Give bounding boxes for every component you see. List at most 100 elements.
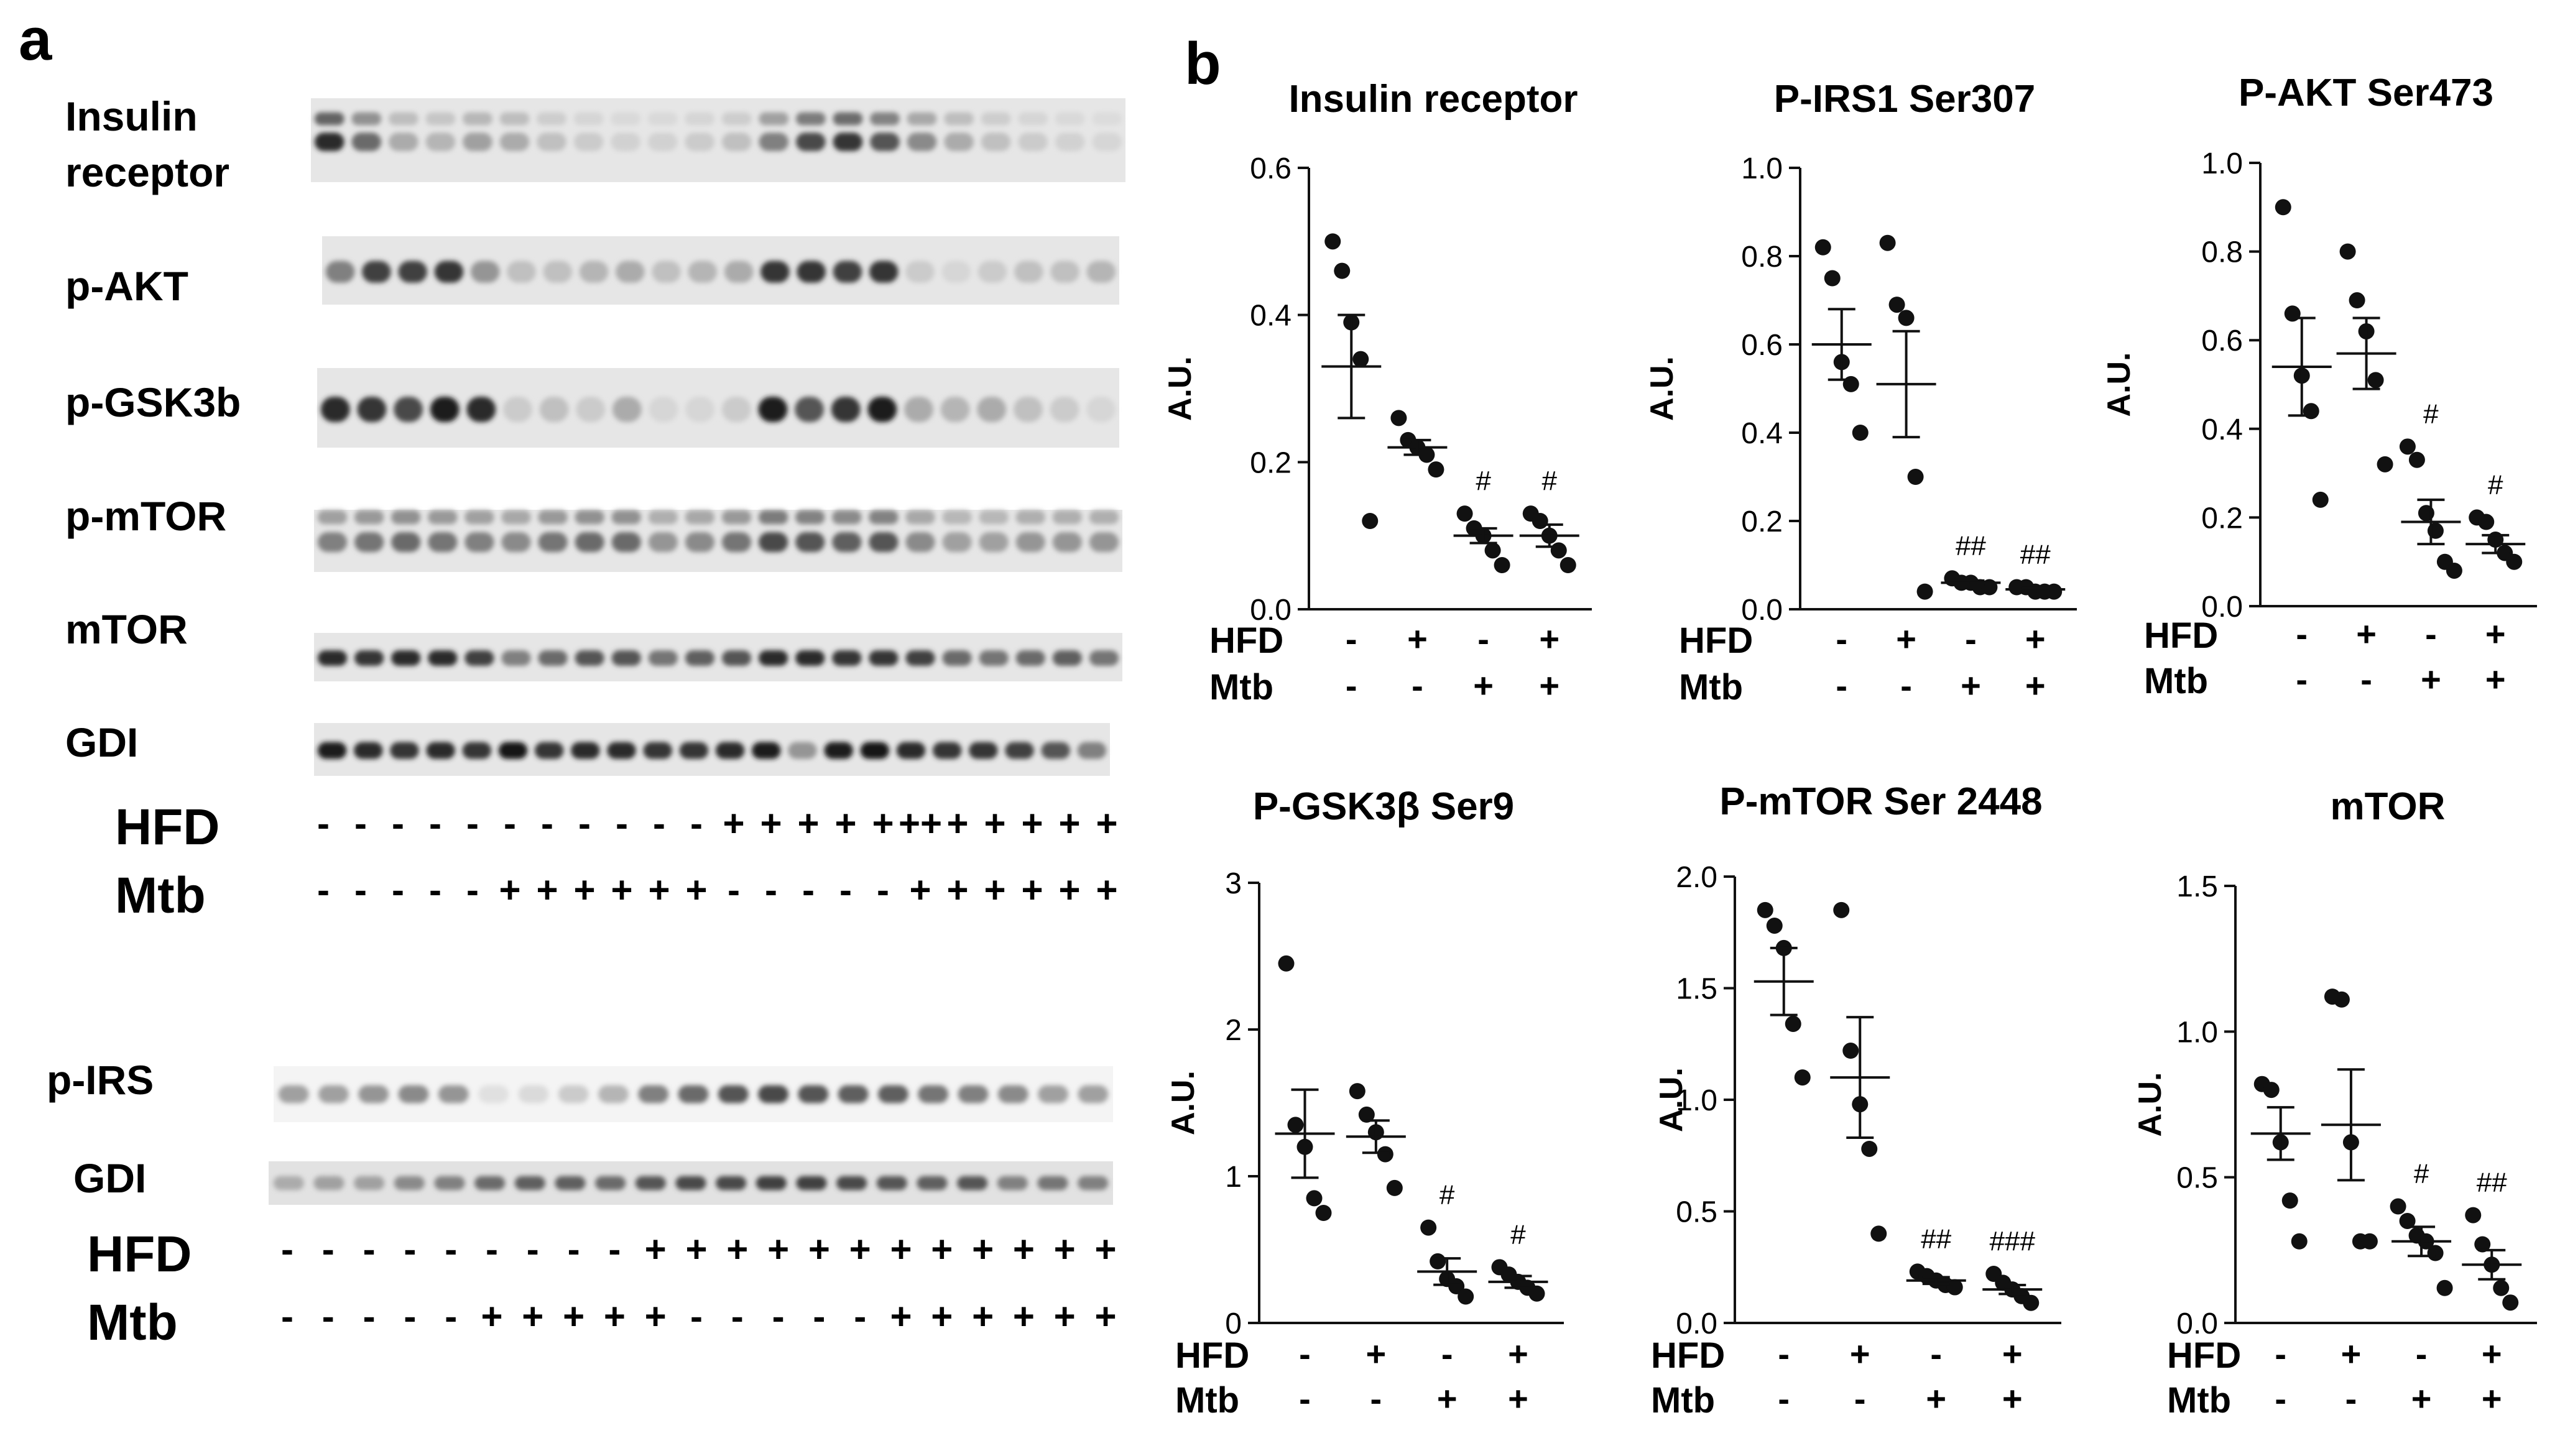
blot-band <box>867 397 897 423</box>
significance-mark: # <box>1476 466 1491 496</box>
blot-band-upper <box>351 112 382 126</box>
blot-band-upper <box>1018 112 1048 126</box>
hfd-sign: - <box>2275 1334 2286 1373</box>
data-point <box>1390 410 1407 426</box>
blot-band-upper <box>1052 510 1082 525</box>
chart-1: Insulin receptor 0.0 0.2 0.4 0.6 A.U. # # HFD Mtb… <box>1162 78 1592 707</box>
data-point <box>2399 438 2416 455</box>
y-tick-label: 1.0 <box>2176 1016 2218 1049</box>
data-point <box>1362 513 1379 529</box>
data-point <box>1888 297 1905 313</box>
blot-band <box>1014 260 1043 283</box>
hfd-row-label: HFD <box>2167 1335 2241 1376</box>
data-point <box>1852 425 1869 441</box>
blot-bottom-mtb-sign: + <box>645 1296 667 1337</box>
blot-bottom-mtb-sign: + <box>931 1296 953 1337</box>
y-tick-label: 1.0 <box>1741 152 1783 185</box>
blot-top-mtb-sign: - <box>354 869 367 911</box>
hfd-sign: - <box>1965 619 1977 658</box>
blot-top-hfd-sign: + <box>1096 803 1117 844</box>
data-point <box>1794 1069 1811 1086</box>
hfd-sign: + <box>2356 614 2377 653</box>
data-point <box>2377 456 2393 472</box>
blot-top-hfd-sign: + <box>760 803 782 844</box>
blot-band <box>425 132 456 152</box>
blot-band <box>942 532 972 552</box>
blot-band <box>598 1085 629 1104</box>
chart-title: P-IRS1 Ser307 <box>1774 78 2035 121</box>
blot-band <box>917 1176 948 1191</box>
blot-band <box>611 132 640 152</box>
y-tick-label: 0.4 <box>1741 417 1783 450</box>
blot-top-hfd-sign: + <box>723 803 744 844</box>
blot-bottom-mtb-sign: + <box>563 1296 585 1337</box>
blot-band <box>957 1176 988 1191</box>
panel-b-label: b <box>1185 30 1221 97</box>
chart-title: P-mTOR Ser 2448 <box>1719 780 2042 823</box>
blot-bottom-mtb-sign: + <box>604 1296 626 1337</box>
blot-band <box>575 532 604 552</box>
blot-band <box>758 397 788 423</box>
data-point <box>2361 1233 2378 1250</box>
group-1 <box>2250 1076 2311 1250</box>
blot-band <box>507 260 536 283</box>
blot-band <box>389 132 418 152</box>
blot-band <box>756 1176 787 1191</box>
blot-band <box>635 1176 666 1191</box>
blot-bottom-mtb-sign: - <box>690 1296 703 1337</box>
blot-label-p-akt: p-AKT <box>65 263 188 309</box>
group-3: # <box>1453 466 1513 573</box>
blot-band <box>318 1085 349 1104</box>
y-axis-label: A.U. <box>1162 356 1198 421</box>
blot-band <box>398 260 427 283</box>
blot-band <box>595 1176 626 1191</box>
blot-band <box>942 650 972 666</box>
blot-band <box>426 742 455 759</box>
mtb-sign: - <box>1299 1379 1311 1418</box>
blot-band <box>638 1085 669 1104</box>
blot-band <box>1089 650 1119 666</box>
panel-a-western-blots: a Insulin receptor p-AKT p-GSK3b p-mTOR mTOR G… <box>19 6 1125 1351</box>
blot-band <box>788 742 817 759</box>
blot-band <box>1041 742 1070 759</box>
mtb-sign: + <box>1473 666 1494 705</box>
blot-band <box>795 532 825 552</box>
y-tick-label: 0.5 <box>1676 1196 1717 1229</box>
blot-bottom-mtb-sign: + <box>481 1296 502 1337</box>
blot-band-upper <box>759 510 788 525</box>
blot-band <box>391 650 421 666</box>
data-point <box>2349 292 2365 309</box>
significance-mark: # <box>1542 466 1558 496</box>
blot-top-hfd-sign: + <box>1058 803 1080 844</box>
blot-bottom-hfd-sign: + <box>972 1228 994 1270</box>
blot-bottom-mtb-sign: + <box>1013 1296 1035 1337</box>
blot-band <box>979 650 1009 666</box>
blot-band <box>1050 260 1079 283</box>
blot-band <box>1078 1176 1109 1191</box>
blot-band <box>904 397 933 423</box>
blot-bottom-hfd-sign: - <box>363 1228 376 1270</box>
blot-top-hfd-sign: - <box>578 803 591 844</box>
data-point <box>1334 262 1351 279</box>
data-point <box>2263 1082 2280 1099</box>
data-point <box>2046 583 2063 600</box>
blot-band <box>428 650 458 666</box>
group-1 <box>1321 233 1382 529</box>
data-point <box>2478 514 2495 530</box>
blot-band <box>643 742 672 759</box>
data-point <box>1324 233 1341 250</box>
blot-band <box>470 260 500 283</box>
significance-mark: # <box>2423 399 2439 429</box>
blot-band <box>555 1176 586 1191</box>
blot-band-upper <box>870 112 900 126</box>
blot-band <box>354 532 384 552</box>
y-tick-label: 2 <box>1225 1014 1242 1047</box>
blot-band <box>958 1085 989 1104</box>
blot-band <box>534 742 564 759</box>
data-point <box>2474 1236 2491 1253</box>
blot-band-upper <box>759 112 789 126</box>
chart-2: P-IRS1 Ser307 0.0 0.2 0.4 0.6 0.8 1.0 A.U. ## ## H… <box>1644 78 2077 707</box>
